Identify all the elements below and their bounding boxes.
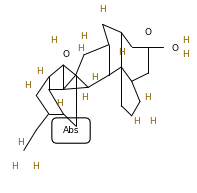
- Text: O: O: [145, 28, 152, 36]
- Text: H: H: [81, 93, 88, 102]
- Text: H: H: [118, 48, 125, 57]
- Text: H: H: [77, 44, 84, 53]
- Text: H: H: [182, 50, 189, 59]
- Text: H: H: [149, 117, 156, 126]
- Text: H: H: [99, 5, 106, 14]
- Text: O: O: [62, 50, 70, 59]
- Text: H: H: [32, 162, 39, 171]
- Text: H: H: [11, 162, 18, 171]
- Text: H: H: [144, 93, 151, 102]
- Text: H: H: [57, 99, 63, 108]
- Text: H: H: [91, 73, 98, 82]
- Text: H: H: [182, 36, 189, 45]
- Text: Abs: Abs: [63, 126, 79, 135]
- Text: H: H: [134, 117, 140, 126]
- Text: H: H: [24, 81, 31, 90]
- Text: O: O: [171, 44, 178, 53]
- Text: H: H: [81, 32, 87, 41]
- Text: H: H: [50, 36, 57, 45]
- Text: H: H: [17, 138, 24, 147]
- Text: H: H: [36, 67, 43, 76]
- FancyBboxPatch shape: [52, 118, 90, 143]
